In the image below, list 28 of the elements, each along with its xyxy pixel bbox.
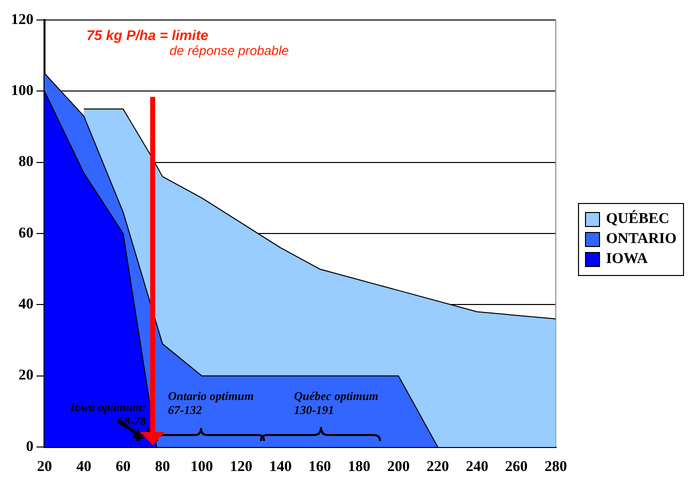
x-tick-label: 240 [466, 458, 488, 475]
y-tick-label: 80 [18, 154, 34, 170]
legend-label: ONTARIO [606, 231, 677, 248]
x-tick-label: 140 [269, 458, 292, 475]
x-tick-label: 120 [230, 458, 252, 475]
x-tick-label: 200 [387, 458, 410, 475]
x-tick-label: 220 [426, 458, 450, 475]
annotation: Ontario optimum 67-132 [168, 389, 254, 417]
y-tick-label: 120 [11, 12, 34, 28]
annotation: Québec optimum 130-191 [294, 389, 378, 417]
y-tick-label: 0 [26, 438, 34, 455]
legend-label: IOWA [606, 251, 648, 268]
y-tick-label: 100 [11, 83, 34, 100]
x-tick-label: 20 [37, 458, 52, 475]
legend-label: QUÉBEC [606, 211, 670, 228]
x-tick-label: 80 [154, 458, 170, 475]
x-tick-label: 280 [544, 458, 567, 475]
y-tick-label: 20 [18, 368, 34, 384]
x-tick-label: 260 [505, 458, 528, 475]
annotation: 75 kg P/ha = limite [86, 27, 208, 43]
y-tick-label: 60 [18, 225, 34, 242]
x-tick-label: 60 [116, 458, 131, 475]
x-tick-label: 160 [308, 458, 332, 475]
y-tick-label: 40 [18, 296, 34, 313]
annotation: de réponse probable [170, 43, 289, 58]
x-tick-label: 180 [348, 458, 370, 475]
x-tick-label: 100 [190, 458, 214, 475]
x-tick-label: 40 [76, 458, 92, 475]
